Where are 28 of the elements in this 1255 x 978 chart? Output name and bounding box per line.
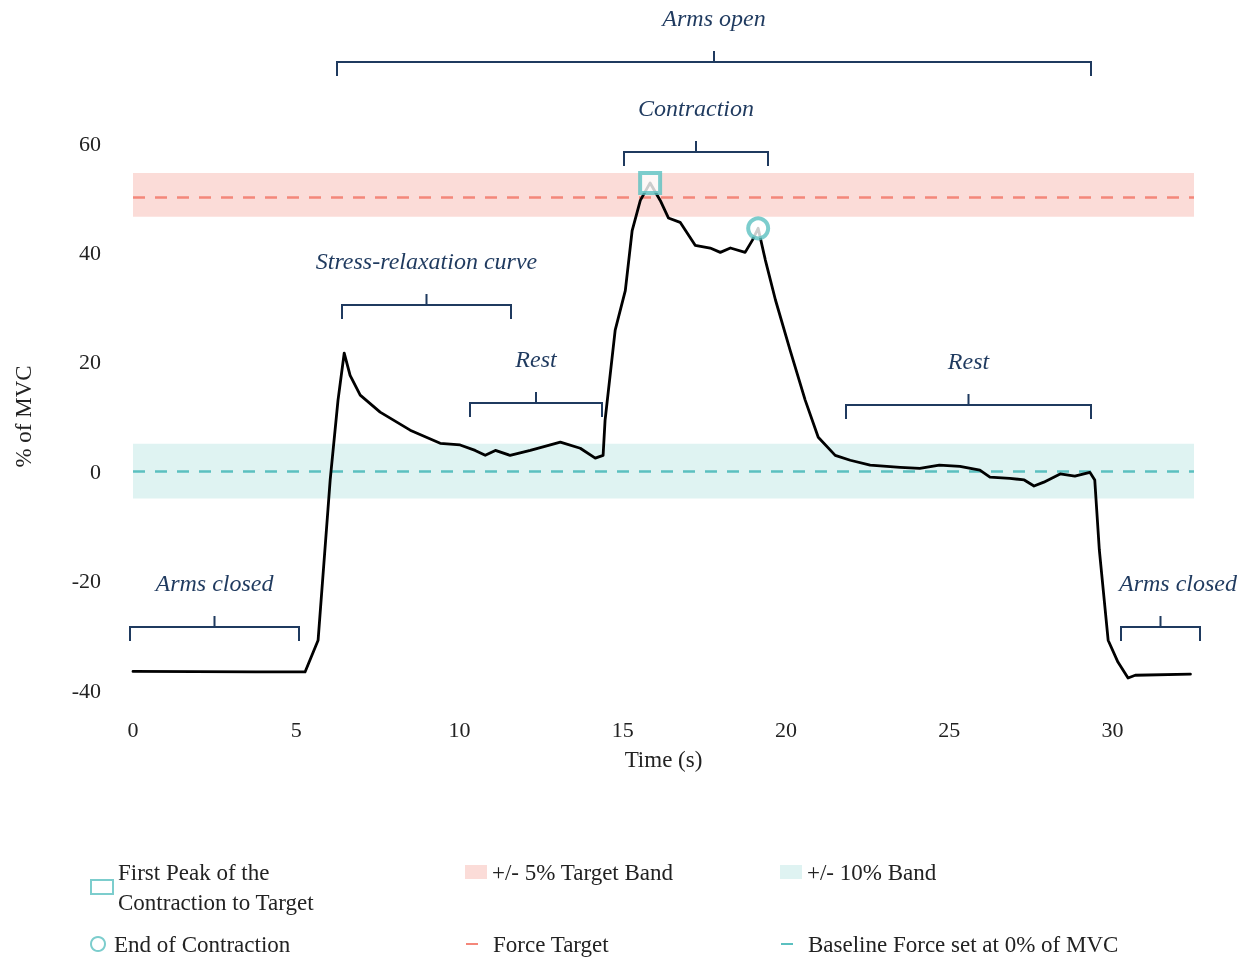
annotation: Arms closed — [153, 570, 275, 596]
text: Arms open — [660, 5, 766, 31]
legend-label: End of Contraction — [114, 931, 291, 957]
legend-label: +/- 10% Band — [807, 859, 937, 885]
annotation: Rest — [514, 346, 558, 372]
x-axis-title: Time (s) — [624, 747, 703, 772]
x-tick-label: 5 — [290, 716, 302, 742]
x-tick-label: 0 — [127, 716, 139, 742]
y-tick-label: 0 — [90, 458, 101, 484]
text: Contraction — [637, 95, 755, 121]
x-tick-label: 25 — [938, 716, 961, 742]
annotation: Rest — [946, 348, 991, 374]
annotation: Arms closed — [1117, 570, 1238, 596]
x-tick-label: 30 — [1101, 716, 1124, 742]
x-tick-label: 10 — [448, 716, 471, 742]
y-tick-label: -20 — [71, 568, 101, 594]
y-tick-label: 60 — [79, 130, 101, 156]
x-tick-label: 15 — [611, 716, 634, 742]
legend-label: Force Target — [493, 931, 610, 957]
legend-label: First Peak of the Contraction to Target — [118, 859, 315, 915]
y-tick-label: -40 — [71, 677, 101, 703]
y-tick-label: 40 — [79, 239, 101, 265]
x-tick-label: 20 — [774, 716, 797, 742]
legend-label: Baseline Force set at 0% of MVC — [808, 931, 1119, 957]
annotation: Stress-relaxation curve — [315, 248, 538, 274]
y-tick-label: 20 — [79, 349, 101, 375]
y-axis-title: % of MVC — [11, 365, 36, 468]
legend-label: +/- 5% Target Band — [492, 859, 674, 885]
